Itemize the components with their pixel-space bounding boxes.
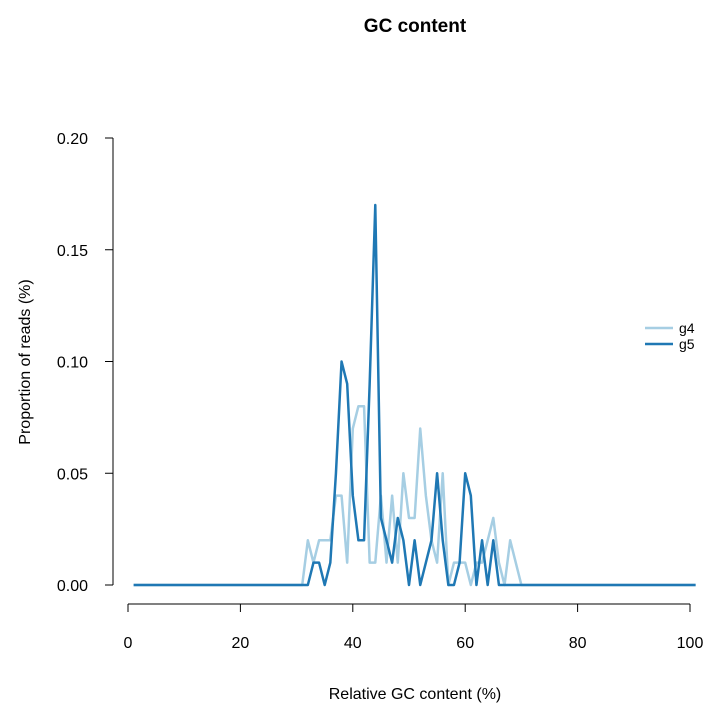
y-tick-label: 0.10 bbox=[57, 355, 88, 372]
x-tick-label: 100 bbox=[677, 635, 704, 652]
y-tick-label: 0.15 bbox=[57, 243, 88, 260]
x-tick-label: 20 bbox=[232, 635, 250, 652]
x-tick-label: 0 bbox=[124, 635, 133, 652]
series-layer bbox=[133, 203, 696, 587]
y-axis-ticks: 0.00 0.05 0.10 0.15 0.20 bbox=[57, 131, 113, 595]
x-tick-label: 80 bbox=[569, 635, 587, 652]
y-axis-label: Proportion of reads (%) bbox=[17, 279, 34, 444]
x-tick-label: 60 bbox=[456, 635, 474, 652]
x-axis-ticks: 0 20 40 60 80 100 bbox=[124, 604, 704, 652]
x-tick-label: 40 bbox=[344, 635, 362, 652]
series-line-g5 bbox=[133, 203, 696, 587]
y-tick-label: 0.20 bbox=[57, 131, 88, 148]
chart-title: GC content bbox=[364, 16, 467, 37]
legend-label-g5: g5 bbox=[679, 336, 695, 352]
x-axis-label: Relative GC content (%) bbox=[329, 686, 502, 703]
y-tick-label: 0.05 bbox=[57, 466, 88, 483]
legend-label-g4: g4 bbox=[679, 320, 695, 336]
series-line-g4 bbox=[133, 404, 696, 587]
y-tick-label: 0.00 bbox=[57, 578, 88, 595]
